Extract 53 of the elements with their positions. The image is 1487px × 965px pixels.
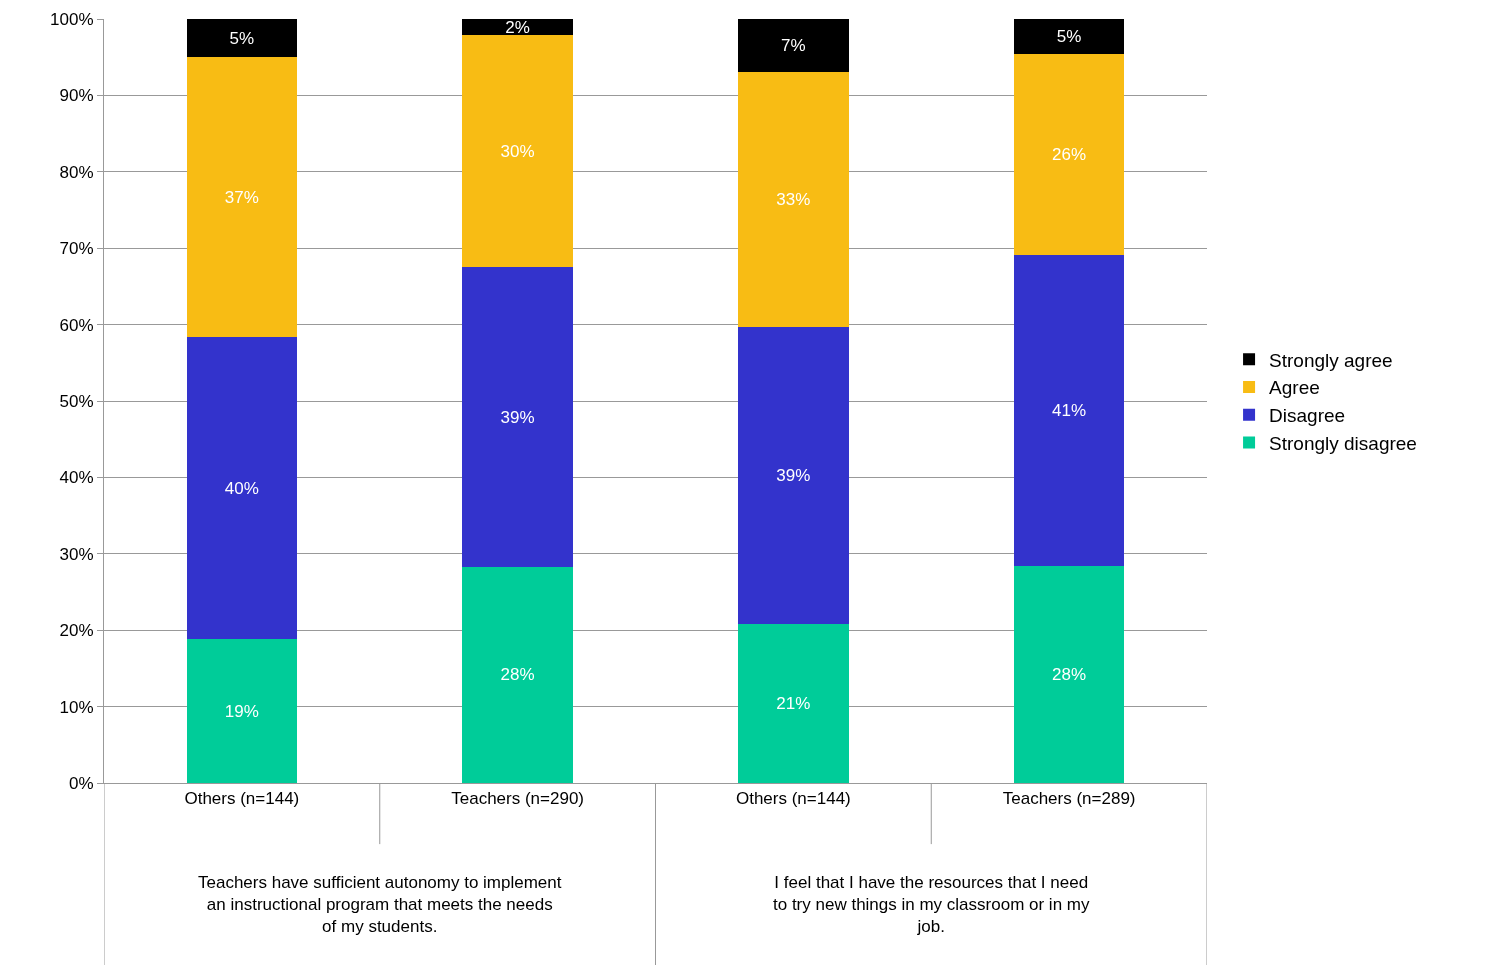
legend-label: Agree: [1269, 377, 1320, 399]
data-label: 26%: [1052, 145, 1087, 165]
data-label: 33%: [776, 189, 811, 209]
bar: [738, 71, 849, 327]
y-tick-label: 10%: [59, 697, 94, 717]
bar: [462, 35, 573, 268]
data-label: 41%: [1052, 401, 1087, 421]
data-label: 19%: [224, 701, 259, 721]
bar: [738, 624, 849, 783]
text: Teachers have sufficient autonomy to implement an instructional program that meets the needs of my students.: [198, 873, 562, 937]
y-tick-label: 70%: [59, 239, 94, 259]
data-label: 39%: [500, 407, 535, 427]
y-tick-label: 60%: [59, 315, 94, 335]
bar: [186, 19, 298, 58]
y-tick-label: 0%: [69, 773, 94, 793]
y-tick-label: 100%: [50, 9, 94, 29]
text: I feel that I have the resources that I need to try new things in my classroom or in my job.: [773, 873, 1090, 937]
bar: [1013, 19, 1125, 55]
bar: [738, 19, 849, 72]
data-label: 30%: [500, 141, 535, 161]
x-tick-label: Teachers (n=290): [451, 789, 585, 809]
bar: [186, 639, 298, 783]
data-label: 40%: [224, 478, 259, 498]
y-tick-label: 40%: [59, 468, 94, 488]
bar: [186, 336, 298, 640]
bar: [462, 19, 573, 36]
data-label: 28%: [1052, 665, 1087, 685]
bar: [186, 57, 298, 337]
bar: [1013, 54, 1125, 256]
bar: [1013, 255, 1125, 567]
data-label: 28%: [500, 665, 535, 685]
data-label: 39%: [776, 465, 811, 485]
bar: [462, 566, 573, 783]
bar: [462, 267, 573, 567]
x-tick-label: Teachers (n=289): [1002, 789, 1136, 809]
data-label: 2%: [505, 17, 530, 37]
data-label: 5%: [1056, 27, 1082, 47]
bar: [738, 326, 849, 625]
y-tick-label: 90%: [59, 86, 94, 106]
y-tick-label: 20%: [59, 621, 94, 641]
x-tick-label: Others (n=144): [735, 789, 851, 809]
y-tick-label: 30%: [59, 544, 94, 564]
data-label: 7%: [781, 35, 806, 55]
data-label: 21%: [776, 694, 811, 714]
y-tick-label: 80%: [59, 162, 94, 182]
legend-label: Disagree: [1269, 405, 1346, 427]
legend-label: Strongly agree: [1269, 349, 1393, 371]
legend-label: Strongly disagree: [1269, 432, 1417, 454]
y-tick-label: 50%: [59, 391, 94, 411]
bar: [1013, 566, 1125, 783]
data-label: 5%: [229, 28, 255, 48]
data-label: 37%: [224, 187, 259, 207]
x-tick-label: Others (n=144): [184, 789, 300, 809]
